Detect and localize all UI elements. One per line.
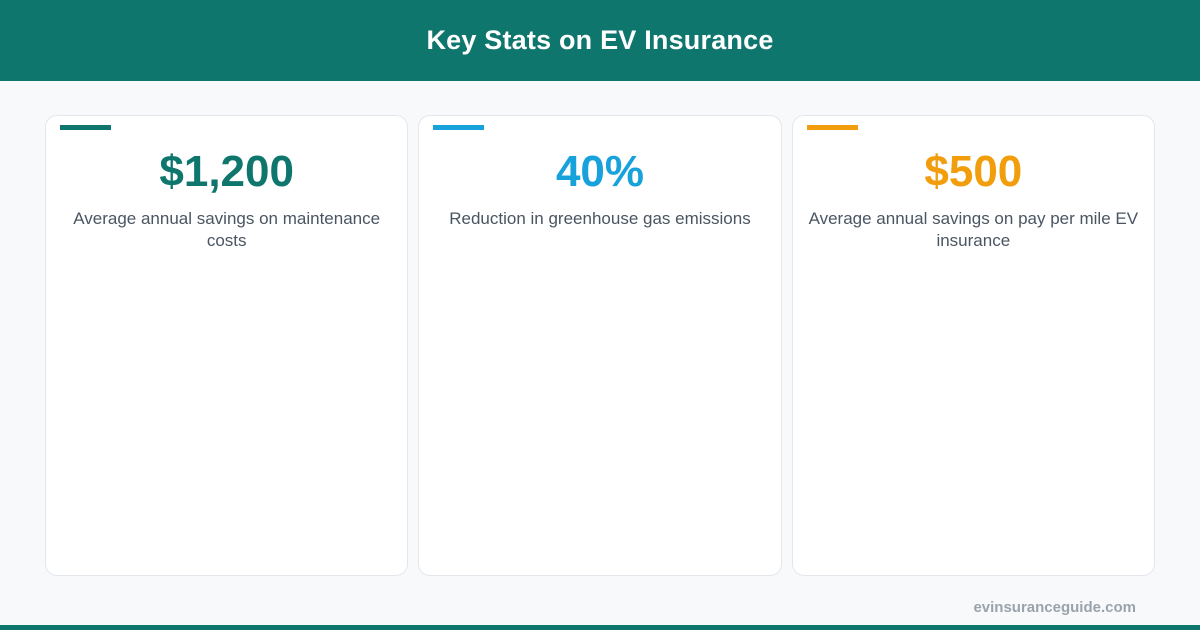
stat-card-maintenance: $1,200 Average annual savings on mainten…: [45, 115, 409, 576]
card-accent-bar: [806, 125, 858, 130]
stat-description: Average annual savings on pay per mile E…: [808, 209, 1139, 250]
stat-cards: $1,200 Average annual savings on mainten…: [45, 115, 1155, 576]
stat-card-emissions: 40% Reduction in greenhouse gas emission…: [418, 115, 782, 576]
stat-card-pay-per-mile: $500 Average annual savings on pay per m…: [791, 115, 1155, 576]
card-accent-bar: [60, 125, 111, 130]
stat-value: $500: [924, 147, 1023, 196]
stat-description: Reduction in greenhouse gas emissions: [449, 209, 751, 228]
header-banner: Key Stats on EV Insurance: [0, 0, 1200, 81]
stat-value: 40%: [555, 147, 645, 196]
footer-bar: [0, 625, 1200, 630]
stat-description: Average annual savings on maintenance co…: [73, 209, 381, 250]
card-accent-bar: [433, 125, 485, 130]
stat-value: $1,200: [159, 147, 294, 196]
page-title: Key Stats on EV Insurance: [426, 25, 774, 55]
footer-website: evinsuranceguide.com: [973, 599, 1136, 616]
